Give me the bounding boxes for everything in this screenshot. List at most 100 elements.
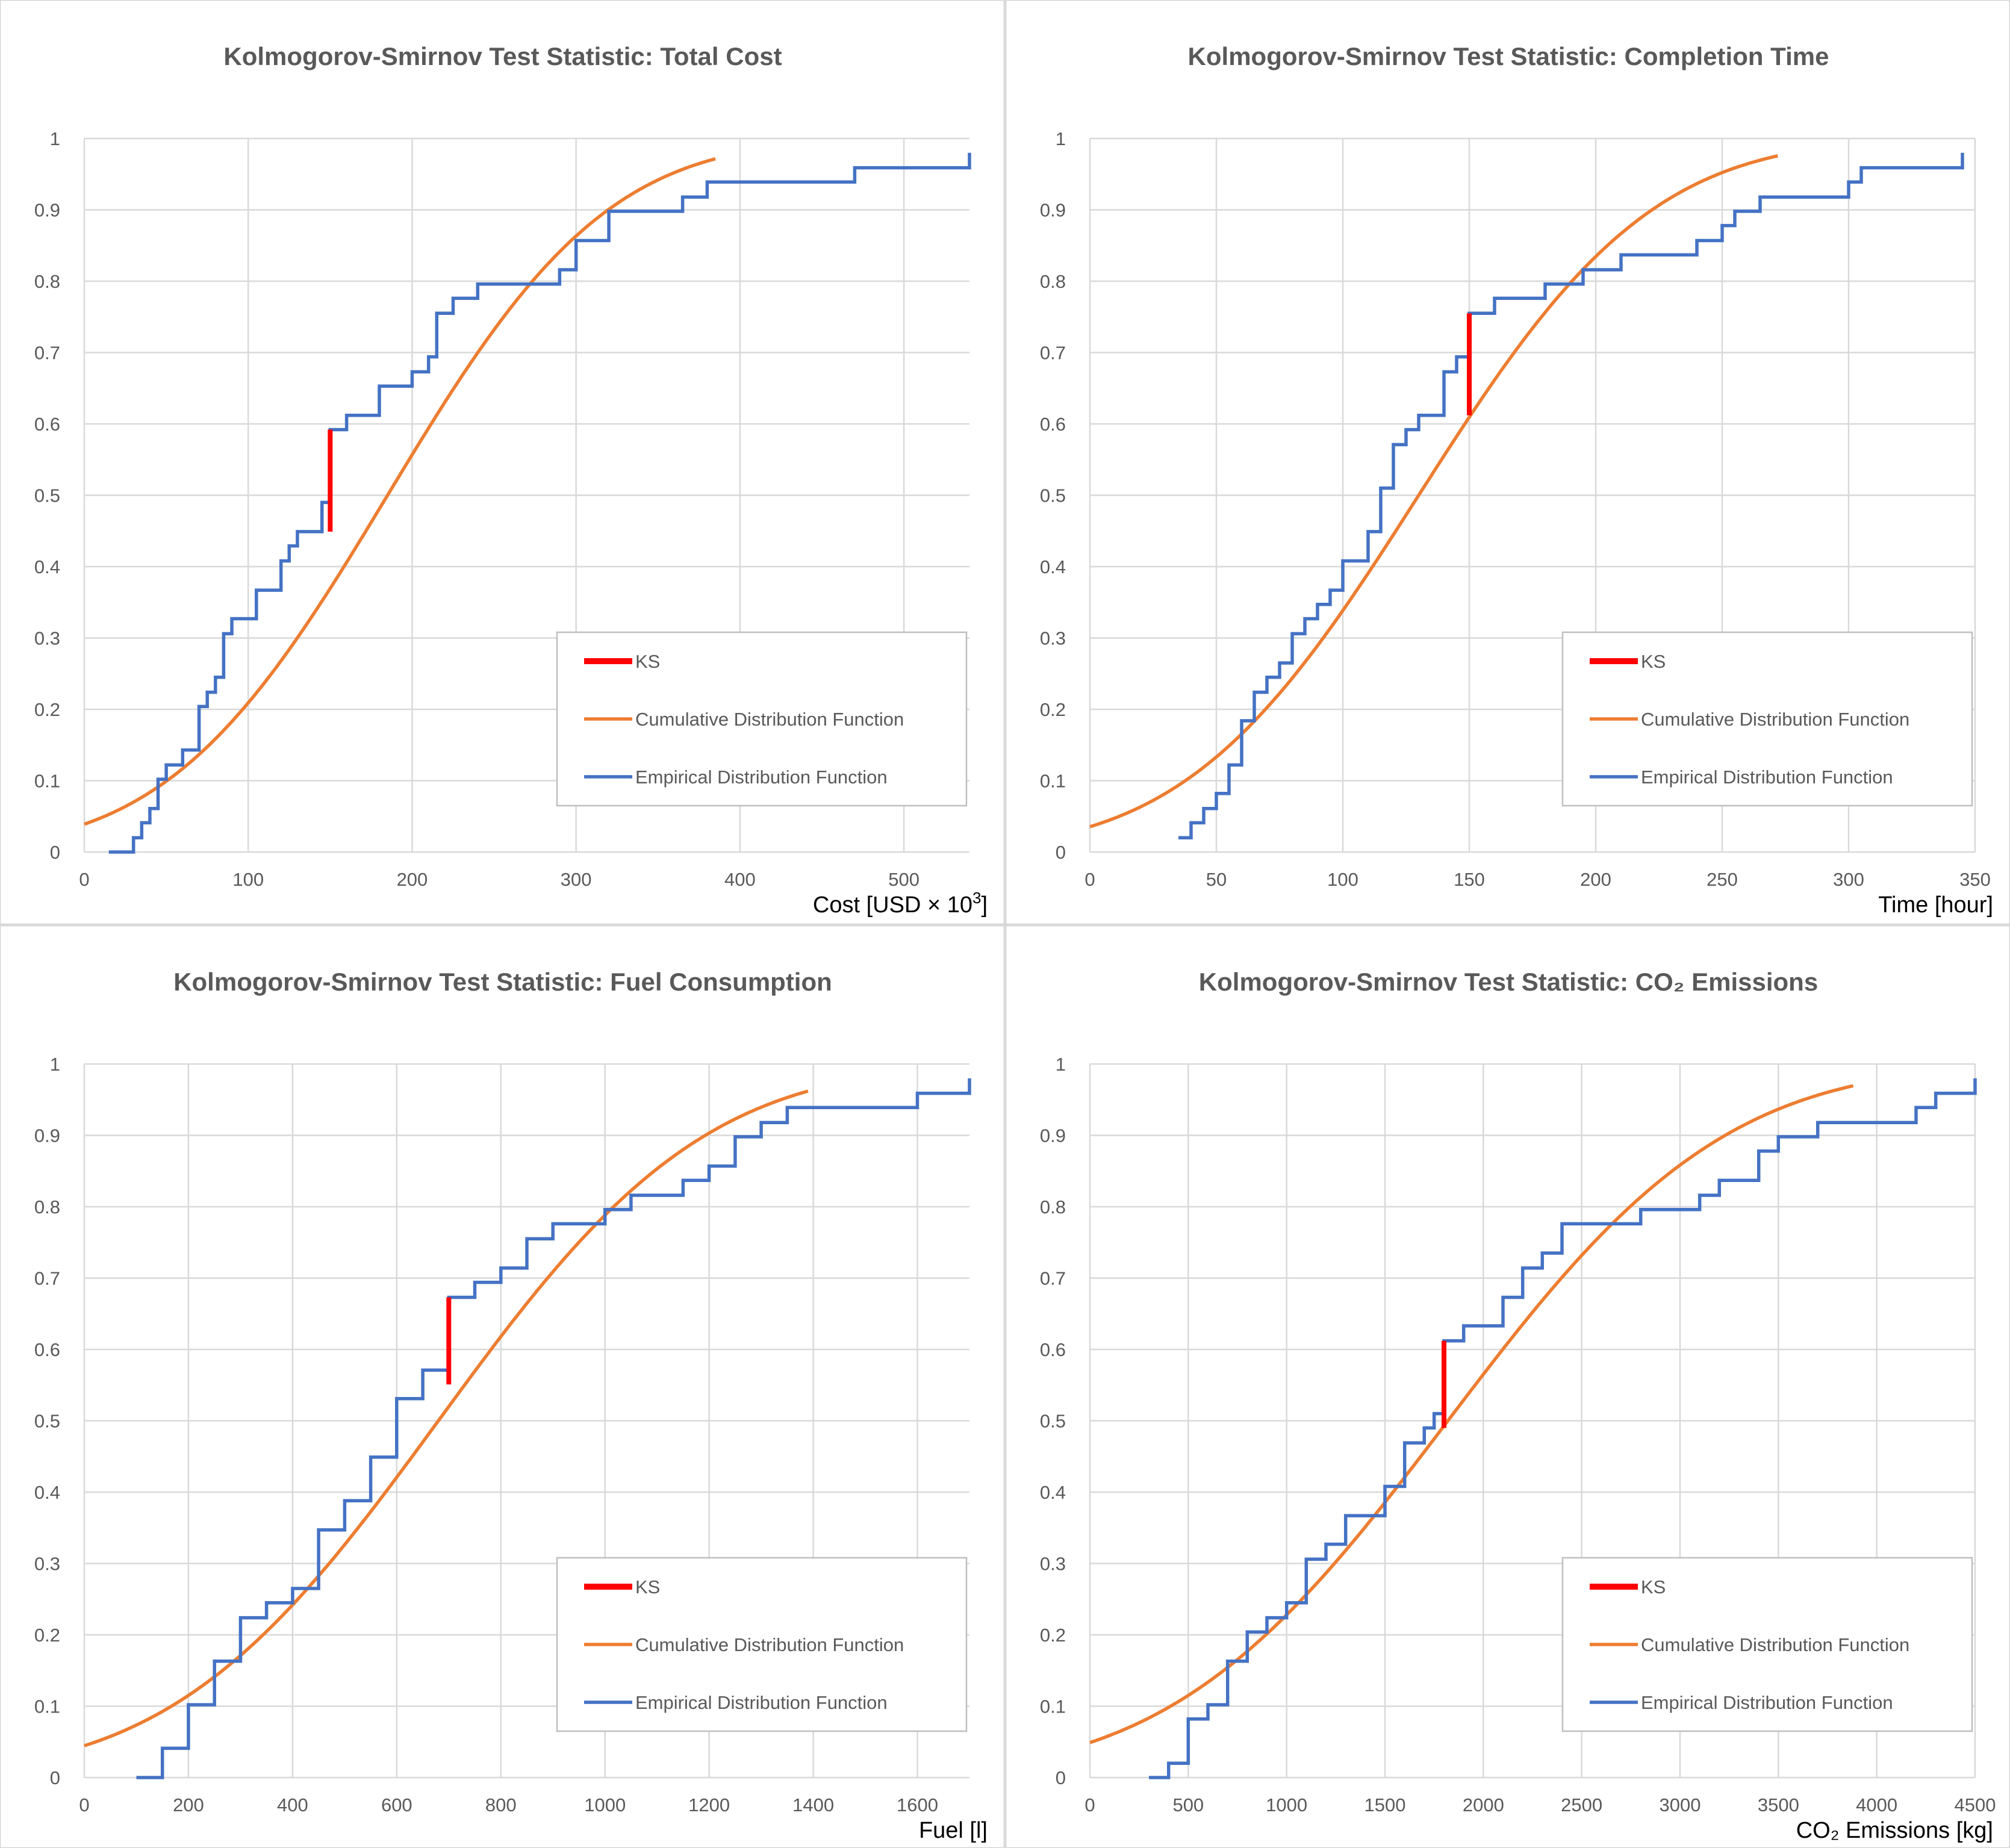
cdf-curve (1089, 154, 1779, 829)
x-tick-label: 0 (1084, 1794, 1095, 1815)
edf-step-line (1178, 152, 1964, 840)
x-tick-label: 1400 (792, 1794, 834, 1815)
y-tick-label: 0.4 (1040, 556, 1066, 577)
y-tick-label: 0.1 (1040, 1696, 1066, 1717)
y-tick-label: 0.3 (1040, 1554, 1066, 1575)
x-tick-label: 3000 (1660, 1794, 1701, 1815)
y-tick-label: 1 (1056, 1054, 1066, 1075)
legend-label-1: KS (635, 651, 660, 672)
y-tick-label: 0.2 (1040, 699, 1066, 720)
legend-label-2: Cumulative Distribution Function (1641, 709, 1909, 730)
x-tick-label: 200 (1580, 869, 1611, 890)
x-tick-label: 800 (485, 1794, 517, 1815)
edf-step-line (108, 152, 971, 854)
x-tick-label: 0 (79, 869, 89, 890)
chart-panel-2: Kolmogorov-Smirnov Test Statistic: Compl… (1004, 0, 2010, 926)
x-tick-label: 300 (561, 869, 592, 890)
x-tick-label: 100 (1327, 869, 1358, 890)
y-tick-label: 0.8 (34, 1196, 60, 1218)
y-tick-label: 0.7 (1040, 1268, 1066, 1289)
x-tick-label: 350 (1959, 869, 1991, 890)
y-tick-label: 0.8 (34, 271, 60, 292)
y-tick-label: 0 (1056, 1767, 1066, 1788)
x-tick-label: 4500 (1955, 1794, 1996, 1815)
cdf-curve (1089, 1084, 1854, 1744)
legend-label-3: Empirical Distribution Function (635, 767, 888, 788)
x-tick-label: 200 (397, 869, 428, 890)
x-tick-label: 0 (79, 1794, 89, 1815)
x-tick-label: 2000 (1463, 1794, 1504, 1815)
x-tick-label: 150 (1454, 869, 1485, 890)
y-tick-label: 0.2 (1040, 1625, 1066, 1646)
chart-title: Kolmogorov-Smirnov Test Statistic: Compl… (1188, 42, 1829, 70)
y-tick-label: 0.9 (1040, 1125, 1066, 1146)
x-tick-label: 300 (1833, 869, 1864, 890)
y-tick-label: 0.6 (1040, 1339, 1066, 1360)
x-tick-label: 600 (381, 1794, 412, 1815)
y-tick-label: 0 (50, 842, 60, 863)
y-tick-label: 0.9 (1040, 200, 1066, 221)
x-tick-label: 500 (1172, 1794, 1204, 1815)
y-tick-label: 1 (50, 1054, 60, 1075)
x-tick-label: 200 (173, 1794, 204, 1815)
chart-title: Kolmogorov-Smirnov Test Statistic: Fuel … (173, 968, 832, 996)
chart-panel-3: Kolmogorov-Smirnov Test Statistic: Fuel … (0, 924, 1006, 1848)
x-axis-label: CO₂ Emissions [kg] (1796, 1818, 1993, 1843)
legend-label-3: Empirical Distribution Function (1641, 1692, 1893, 1713)
legend: KS Cumulative Distribution Function Empiri… (1561, 631, 1973, 807)
y-tick-label: 0.7 (1040, 343, 1066, 364)
y-tick-label: 0.9 (34, 1125, 60, 1146)
y-tick-label: 0.8 (1040, 1196, 1066, 1218)
y-tick-label: 0.9 (34, 200, 60, 221)
x-axis-label: Time [hour] (1878, 892, 1993, 918)
x-tick-label: 4000 (1856, 1794, 1897, 1815)
y-tick-label: 0.2 (34, 1625, 60, 1646)
legend-label-2: Cumulative Distribution Function (1641, 1634, 1909, 1655)
x-tick-label: 1000 (1266, 1794, 1307, 1815)
x-tick-label: 1200 (688, 1794, 730, 1815)
legend: KS Cumulative Distribution Function Empiri… (1561, 1557, 1973, 1732)
y-tick-label: 0.6 (34, 414, 60, 435)
y-tick-label: 0.4 (1040, 1482, 1066, 1503)
y-tick-label: 0.6 (34, 1339, 60, 1360)
legend-label-1: KS (1641, 651, 1666, 672)
x-tick-label: 1600 (897, 1794, 938, 1815)
y-tick-label: 0.5 (1040, 1411, 1066, 1432)
cdf-curve (84, 157, 716, 826)
x-tick-label: 3500 (1758, 1794, 1799, 1815)
y-tick-label: 0.1 (1040, 771, 1066, 792)
y-tick-label: 0.4 (34, 1482, 60, 1503)
y-tick-label: 0 (1056, 842, 1066, 863)
x-tick-label: 500 (888, 869, 919, 890)
y-tick-label: 0.5 (1040, 485, 1066, 506)
y-tick-label: 0.6 (1040, 414, 1066, 435)
legend-label-1: KS (1641, 1576, 1666, 1598)
y-tick-label: 1 (1056, 128, 1066, 149)
x-tick-label: 1500 (1364, 1794, 1406, 1815)
legend: KS Cumulative Distribution Function Empiri… (556, 631, 968, 807)
x-tick-label: 400 (277, 1794, 308, 1815)
y-tick-label: 0.3 (34, 628, 60, 649)
y-tick-label: 0.7 (34, 343, 60, 364)
legend-label-3: Empirical Distribution Function (1641, 767, 1893, 788)
y-tick-label: 0.3 (34, 1554, 60, 1575)
edf-step-line (136, 1078, 971, 1779)
x-tick-label: 0 (1084, 869, 1095, 890)
y-tick-label: 0.1 (34, 1696, 60, 1717)
cdf-curve (84, 1089, 809, 1747)
x-tick-label: 400 (724, 869, 756, 890)
x-tick-label: 50 (1206, 869, 1227, 890)
y-tick-label: 0.5 (34, 485, 60, 506)
y-tick-label: 0.3 (1040, 628, 1066, 649)
legend-label-1: KS (635, 1576, 660, 1598)
x-tick-label: 1000 (584, 1794, 626, 1815)
legend: KS Cumulative Distribution Function Empiri… (556, 1557, 968, 1732)
legend-label-2: Cumulative Distribution Function (635, 1634, 904, 1655)
chart-title: Kolmogorov-Smirnov Test Statistic: CO₂ E… (1199, 968, 1818, 996)
y-tick-label: 0.1 (34, 771, 60, 792)
y-tick-label: 0.8 (1040, 271, 1066, 292)
x-axis-label: Fuel [l] (919, 1818, 988, 1843)
x-axis-label: Cost [USD × 103] (813, 889, 988, 918)
x-tick-label: 2500 (1561, 1794, 1602, 1815)
